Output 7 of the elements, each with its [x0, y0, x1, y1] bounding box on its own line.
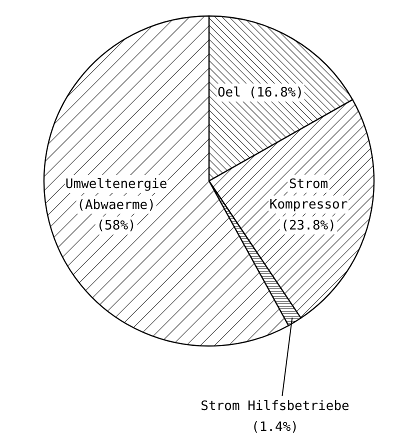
data-label: (23.8%) [281, 218, 336, 234]
slice-label: Strom Hilfsbetriebe [200, 399, 350, 414]
slice-label: Oel (16.8%) [217, 86, 304, 101]
slice-label: Strom Kompressor [269, 176, 348, 213]
data-label: (58%) [96, 218, 136, 234]
slice-label: Umweltenergie (Abwaerme) [65, 177, 168, 213]
data-label: (1.4%) [252, 420, 298, 435]
